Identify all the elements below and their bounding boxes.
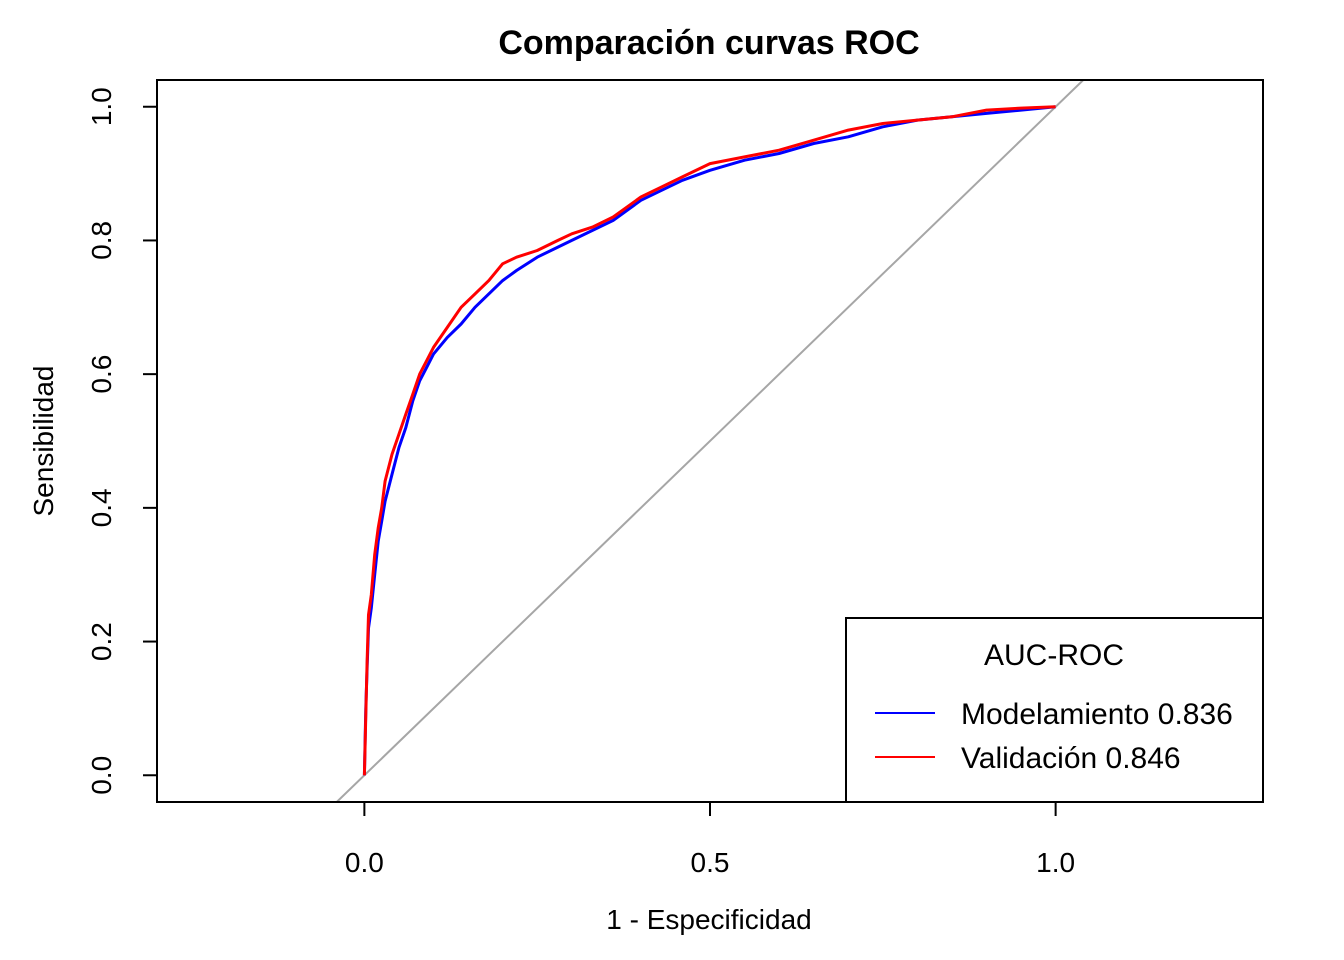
- legend-entry-validacion: Validación 0.846: [961, 742, 1181, 775]
- x-axis-label: 1 - Especificidad: [606, 904, 811, 935]
- x-tick-label: 0.5: [691, 847, 730, 878]
- series-line-modelamiento: [362, 105, 1056, 776]
- y-tick-label: 0.6: [86, 355, 117, 394]
- x-tick-label: 1.0: [1036, 847, 1075, 878]
- y-axis-label: Sensibilidad: [28, 366, 59, 517]
- legend-box: [845, 617, 1264, 803]
- y-axis: 0.0 0.2 0.4 0.6 0.8 1.0: [86, 87, 158, 795]
- y-tick-label: 0.4: [86, 488, 117, 527]
- x-tick-label: 0.0: [345, 847, 384, 878]
- chart-title: Comparación curvas ROC: [498, 24, 919, 62]
- series-line-validacion: [362, 105, 1056, 776]
- y-tick-label: 0.8: [86, 221, 117, 260]
- reference-diagonal-line: [336, 80, 1084, 802]
- y-tick-label: 1.0: [86, 87, 117, 126]
- y-tick-label: 0.0: [86, 756, 117, 795]
- plot-area: [336, 80, 1084, 802]
- legend: AUC-ROC Modelamiento 0.836 Validación 0.…: [845, 617, 1264, 803]
- x-axis: 0.0 0.5 1.0: [345, 801, 1075, 878]
- legend-title: AUC-ROC: [984, 639, 1124, 672]
- y-tick-label: 0.2: [86, 622, 117, 661]
- legend-entry-modelamiento: Modelamiento 0.836: [961, 698, 1233, 731]
